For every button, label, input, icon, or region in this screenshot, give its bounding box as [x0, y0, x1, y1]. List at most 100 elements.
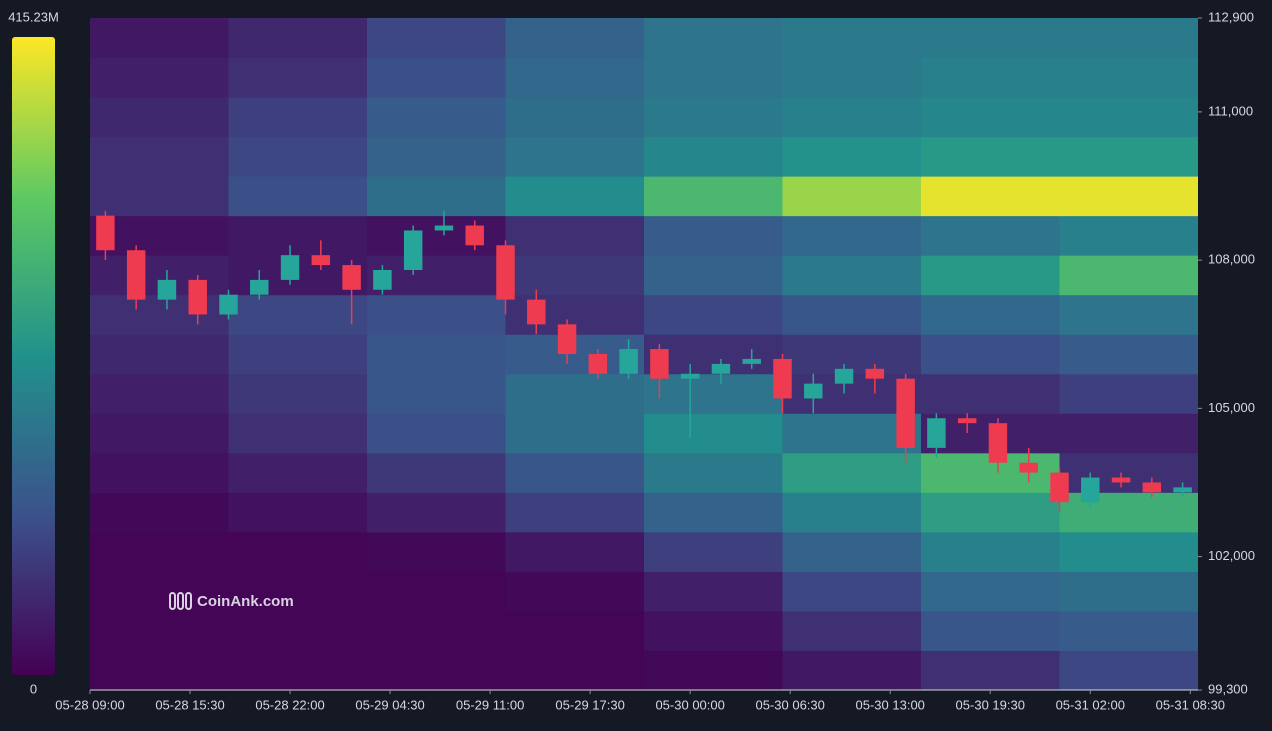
- x-tick-label: 05-29 04:30: [355, 697, 424, 712]
- x-tick-label: 05-30 19:30: [956, 697, 1025, 712]
- heat-cell: [505, 18, 645, 59]
- heat-cell: [782, 176, 922, 217]
- candle-body: [96, 215, 115, 251]
- heat-cell: [644, 255, 783, 296]
- heat-cell: [782, 294, 922, 335]
- candle-body: [773, 358, 792, 399]
- heat-cell: [90, 610, 229, 651]
- heat-cell: [1059, 57, 1198, 98]
- heat-cell: [644, 215, 783, 256]
- heatmap: [90, 18, 1198, 690]
- candle-body: [311, 255, 331, 266]
- heat-cell: [505, 136, 645, 177]
- heat-cell: [505, 531, 645, 572]
- candle-body: [465, 225, 484, 246]
- heat-cell: [228, 176, 368, 217]
- candle-body: [1019, 462, 1038, 473]
- heat-cell: [1059, 413, 1198, 454]
- heat-cell: [921, 373, 1060, 414]
- heat-cell: [1059, 18, 1198, 59]
- candle-body: [834, 368, 854, 384]
- heat-cell: [505, 373, 645, 414]
- y-tick-label: 111,000: [1208, 103, 1253, 118]
- heat-cell: [228, 215, 368, 256]
- heat-cell: [367, 650, 506, 690]
- heat-cell: [228, 136, 368, 177]
- heat-cell: [228, 610, 368, 651]
- heat-cell: [782, 215, 922, 256]
- colorbar-scale: [12, 37, 55, 675]
- heat-cell: [90, 334, 229, 375]
- heat-cell: [228, 294, 368, 335]
- candle-body: [650, 349, 669, 379]
- heat-cell: [367, 452, 506, 493]
- heat-cell: [367, 373, 506, 414]
- candle-body: [157, 279, 177, 300]
- heat-cell: [644, 294, 783, 335]
- y-tick-label: 102,000: [1208, 548, 1255, 563]
- heat-cell: [921, 18, 1060, 59]
- candle-body: [250, 279, 269, 295]
- x-tick-label: 05-28 22:00: [255, 697, 324, 712]
- candle-body: [527, 299, 546, 325]
- candle-body: [896, 378, 915, 448]
- heat-cell: [1059, 97, 1198, 138]
- candle-body: [680, 373, 700, 379]
- heat-cell: [921, 571, 1060, 612]
- x-tick-label: 05-31 08:30: [1156, 697, 1225, 712]
- y-tick-label: 105,000: [1208, 400, 1255, 415]
- heat-cell: [921, 294, 1060, 335]
- candle-body: [126, 250, 146, 300]
- candle-body: [742, 358, 761, 364]
- heat-cell: [367, 571, 506, 612]
- heat-cell: [782, 57, 922, 98]
- heat-cell: [228, 452, 368, 493]
- heat-cell: [90, 136, 229, 177]
- heat-cell: [505, 571, 645, 612]
- heat-cell: [505, 610, 645, 651]
- heat-cell: [505, 650, 645, 690]
- heat-cell: [367, 294, 506, 335]
- heat-cell: [228, 334, 368, 375]
- candlesticks: [96, 210, 1192, 513]
- candle-body: [403, 230, 423, 270]
- candle-body: [927, 418, 946, 448]
- heat-cell: [1059, 334, 1198, 375]
- heat-cell: [90, 650, 229, 690]
- heat-cell: [90, 571, 229, 612]
- heat-cell: [90, 18, 229, 59]
- heat-cell: [1059, 492, 1198, 533]
- candle-body: [588, 354, 608, 374]
- heat-cell: [782, 334, 922, 375]
- heat-cell: [921, 255, 1060, 296]
- heat-cell: [228, 413, 368, 454]
- colorbar-tick-label: 0: [30, 681, 37, 696]
- candle-body: [865, 368, 885, 379]
- x-tick-label: 05-30 06:30: [755, 697, 824, 712]
- candle-body: [373, 270, 392, 290]
- heat-cell: [228, 57, 368, 98]
- heat-cell: [644, 413, 783, 454]
- heat-cell: [90, 373, 229, 414]
- heat-cell: [228, 492, 368, 533]
- heat-cell: [644, 452, 783, 493]
- heat-cell: [90, 531, 229, 572]
- x-tick-label: 05-29 11:00: [456, 697, 524, 712]
- heat-cell: [782, 18, 922, 59]
- heat-cell: [782, 492, 922, 533]
- heat-cell: [921, 215, 1060, 256]
- heat-cell: [1059, 215, 1198, 256]
- y-tick-label: 108,000: [1208, 252, 1255, 267]
- candle-body: [1050, 472, 1069, 503]
- heat-cell: [921, 57, 1060, 98]
- heat-cell: [644, 97, 783, 138]
- heat-cell: [1059, 176, 1198, 217]
- heat-cell: [782, 255, 922, 296]
- heat-cell: [782, 571, 922, 612]
- watermark: CoinAnk.com: [169, 592, 294, 610]
- heat-cell: [1059, 650, 1198, 690]
- heat-cell: [367, 334, 506, 375]
- heat-cell: [644, 373, 783, 414]
